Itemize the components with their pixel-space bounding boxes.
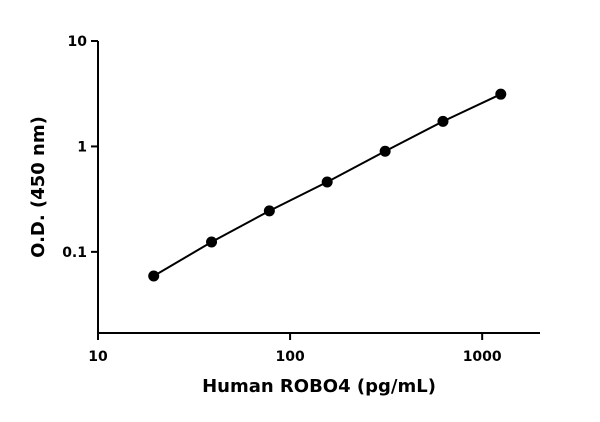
data-point xyxy=(263,205,275,217)
data-point xyxy=(495,88,507,100)
x-tick-label: 1000 xyxy=(463,349,502,365)
y-tick-label: 0.1 xyxy=(62,245,87,261)
y-tick-label: 1 xyxy=(77,139,87,155)
x-tick-label: 100 xyxy=(275,349,304,365)
y-axis-title: O.D. (450 nm) xyxy=(28,116,49,258)
data-point xyxy=(437,115,449,127)
data-point xyxy=(321,176,333,188)
x-tick-label: 10 xyxy=(88,349,108,365)
data-point xyxy=(148,270,160,282)
data-point xyxy=(206,236,218,248)
data-point xyxy=(379,145,391,157)
x-axis-title: Human ROBO4 (pg/mL) xyxy=(202,376,436,397)
y-tick-label: 10 xyxy=(68,34,88,50)
